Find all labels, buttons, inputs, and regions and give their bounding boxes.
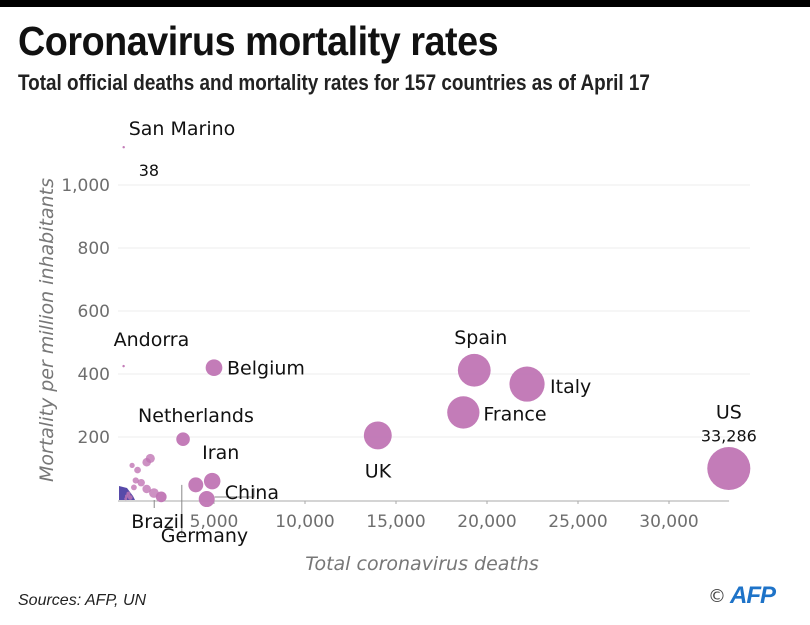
y-tick-label: 400 <box>78 365 110 385</box>
point-labels: San Marino 38 Andorra Belgium Netherlands Ira… <box>114 118 757 547</box>
source-note: Sources: AFP, UN <box>18 592 147 609</box>
y-tick-label: 200 <box>78 428 110 448</box>
data-point-uk <box>363 421 392 450</box>
data-point <box>137 478 145 487</box>
data-point-us <box>707 446 751 491</box>
x-tick-label: 5,000 <box>190 512 239 532</box>
data-point <box>126 491 131 496</box>
point-label-us: US <box>716 402 742 424</box>
data-point <box>134 466 141 474</box>
point-label-san-marino: San Marino <box>129 118 236 140</box>
data-point <box>124 497 128 501</box>
x-tick-label: 15,000 <box>366 512 425 532</box>
data-point <box>131 484 137 491</box>
leader-line-china <box>214 488 255 498</box>
data-point-france <box>447 396 480 429</box>
chart-title: Coronavirus mortality rates <box>18 18 499 64</box>
data-point-iran <box>203 472 221 490</box>
data-points <box>119 146 751 508</box>
y-axis-title: Mortality per million inhabitants <box>36 178 58 482</box>
point-label-france: France <box>483 403 546 425</box>
data-point-italy <box>509 366 545 402</box>
point-label-netherlands: Netherlands <box>138 405 254 427</box>
point-label-uk: UK <box>365 460 392 482</box>
copyright-icon: © <box>708 586 726 607</box>
point-label-spain: Spain <box>454 327 507 349</box>
point-label-italy: Italy <box>550 376 591 398</box>
x-tick-label: 30,000 <box>639 512 698 532</box>
data-point-netherlands <box>176 432 190 446</box>
x-axis-title: Total coronavirus deaths <box>305 553 539 575</box>
x-tick-label: 25,000 <box>548 512 607 532</box>
y-tick-label: 800 <box>78 239 110 259</box>
point-annotation: 33,286 <box>701 427 757 446</box>
x-tick-label: 20,000 <box>457 512 516 532</box>
data-point-china <box>198 491 215 508</box>
y-tick-label: 1,000 <box>61 176 110 196</box>
leader-lines <box>153 484 255 535</box>
data-point <box>142 484 151 494</box>
data-point-brazil <box>155 491 167 503</box>
point-label-china: China <box>225 482 279 504</box>
y-axis-ticks: 200 400 600 800 1,000 <box>61 176 110 448</box>
gridlines <box>118 184 750 438</box>
data-point-belgium <box>205 359 223 377</box>
chart-subtitle: Total official deaths and mortality rate… <box>18 70 650 95</box>
x-tick-label: 10,000 <box>275 512 334 532</box>
point-label-andorra: Andorra <box>114 329 190 351</box>
data-point-germany <box>188 477 204 493</box>
x-axis-ticks: 5,000 10,000 15,000 20,000 25,000 30,000 <box>190 501 699 532</box>
point-annotation: 38 <box>139 161 159 180</box>
data-point <box>132 477 139 484</box>
y-tick-label: 600 <box>78 302 110 322</box>
data-point <box>129 462 135 468</box>
point-label-belgium: Belgium <box>227 358 305 380</box>
data-point <box>127 495 133 500</box>
point-label-germany: Germany <box>161 525 248 547</box>
data-point-san-marino <box>122 146 125 149</box>
data-point <box>145 453 155 463</box>
point-label-brazil: Brazil <box>131 511 184 533</box>
top-bar <box>0 0 810 7</box>
afp-logo: AFP <box>730 582 776 609</box>
data-point-andorra <box>122 364 125 368</box>
data-point-spain <box>457 353 491 387</box>
data-point <box>124 494 129 498</box>
point-label-iran: Iran <box>202 442 239 464</box>
